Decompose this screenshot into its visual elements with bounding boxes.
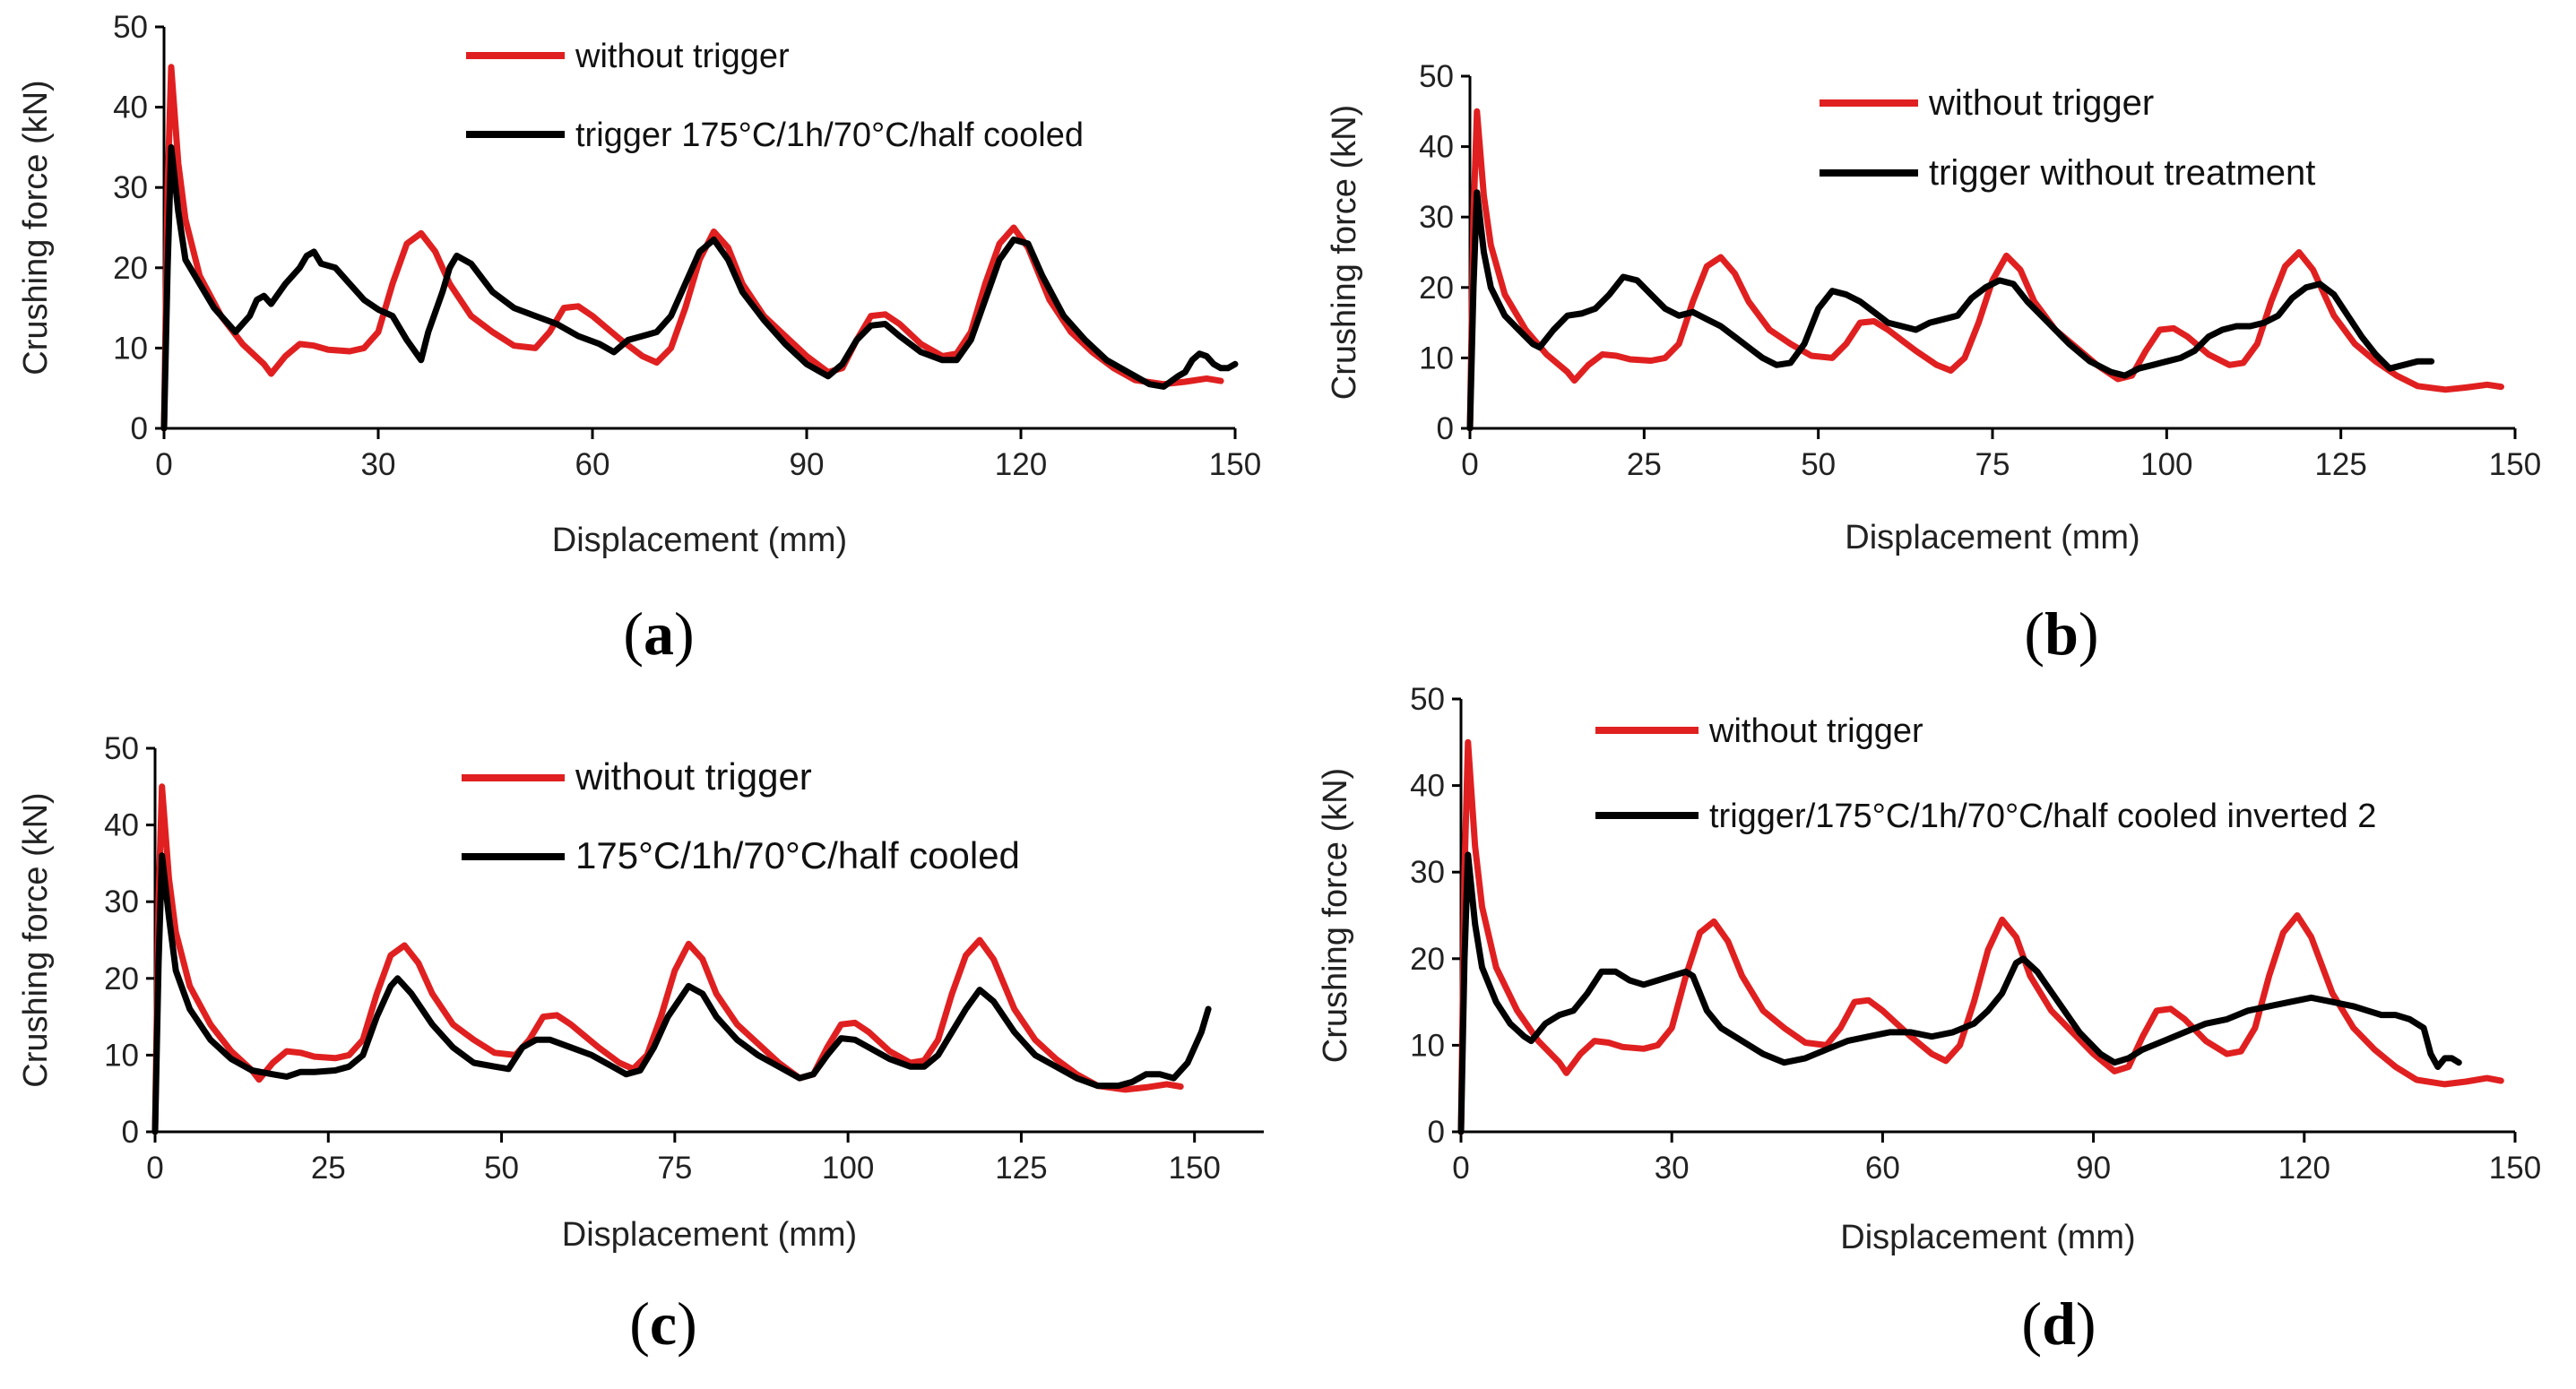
x-tick-label: 150 — [1168, 1151, 1220, 1186]
series-line-without-trigger — [151, 783, 1184, 1135]
x-tick-label: 150 — [2489, 447, 2541, 482]
y-tick-label: 50 — [104, 731, 139, 766]
chart-d: 0 10 20 30 40 50 0 30 60 90 120 150 Displacement (mm… — [1317, 682, 2541, 1358]
y-tick-label: 50 — [1410, 682, 1445, 717]
y-tick-label: 10 — [113, 331, 148, 366]
x-tick-label: 25 — [311, 1151, 346, 1186]
x-tick-label: 120 — [2278, 1151, 2330, 1186]
panel-caption-letter: c — [650, 1290, 677, 1358]
x-tick-label: 30 — [1655, 1151, 1690, 1186]
y-axis-title: Crushing force (kN) — [17, 792, 55, 1087]
panel-caption-letter: a — [644, 600, 674, 668]
panel-caption: (b) — [2024, 600, 2098, 668]
y-tick-label: 50 — [1419, 59, 1454, 94]
series-line-without-trigger — [1466, 108, 2504, 432]
legend-label: without trigger — [575, 38, 790, 75]
x-tick-label: 60 — [1865, 1151, 1900, 1186]
series-line-without-trigger — [1457, 738, 2504, 1135]
x-tick-label: 75 — [657, 1151, 692, 1186]
y-tick-label: 20 — [1419, 271, 1454, 306]
legend-label: without trigger — [575, 755, 812, 798]
x-tick-label: 150 — [2489, 1151, 2541, 1186]
x-tick-label: 30 — [361, 447, 396, 482]
x-tick-label: 90 — [790, 447, 825, 482]
series-line-trigger — [151, 852, 1212, 1135]
x-tick-label: 100 — [822, 1151, 874, 1186]
legend: without trigger trigger 175°C/1h/70°C/hal… — [466, 38, 1084, 154]
legend-label: without trigger — [1928, 83, 2154, 123]
panel-caption-letter: b — [2044, 600, 2079, 668]
x-tick-label: 50 — [1801, 447, 1836, 482]
x-axis-title: Displacement (mm) — [1840, 1219, 2135, 1256]
x-tick-label: 150 — [1209, 447, 1261, 482]
x-tick-label: 0 — [1452, 1151, 1469, 1186]
series-line-trigger — [160, 143, 1239, 432]
y-tick-label: 30 — [1410, 855, 1445, 890]
legend: without trigger trigger without treatment — [1820, 83, 2315, 193]
x-tick-label: 60 — [575, 447, 610, 482]
x-axis-title: Displacement (mm) — [552, 522, 847, 559]
legend-label: trigger 175°C/1h/70°C/half cooled — [575, 116, 1084, 154]
y-tick-label: 40 — [1419, 130, 1454, 165]
y-tick-label: 30 — [104, 884, 139, 919]
panel-caption: (a) — [623, 600, 694, 668]
y-tick-label: 30 — [1419, 200, 1454, 235]
x-tick-label: 25 — [1627, 447, 1662, 482]
y-tick-label: 10 — [1410, 1028, 1445, 1063]
y-tick-label: 20 — [1410, 942, 1445, 977]
chart-a: 0 10 20 30 40 50 0 30 60 90 120 150 Displacement (mm… — [17, 10, 1261, 668]
x-tick-label: 50 — [484, 1151, 519, 1186]
y-tick-label: 0 — [122, 1115, 139, 1150]
y-tick-label: 0 — [131, 411, 148, 446]
x-tick-label: 120 — [995, 447, 1047, 482]
y-tick-label: 0 — [1437, 411, 1454, 446]
y-tick-label: 20 — [104, 962, 139, 996]
y-tick-label: 10 — [104, 1038, 139, 1073]
y-tick-label: 40 — [1410, 769, 1445, 804]
series-line-without-trigger — [160, 64, 1224, 432]
legend-label: without trigger — [1708, 712, 1923, 750]
y-tick-label: 20 — [113, 251, 148, 286]
x-axis-title: Displacement (mm) — [1845, 519, 2139, 556]
y-axis-title: Crushing force (kN) — [1317, 768, 1354, 1063]
panel-caption: (d) — [2021, 1290, 2096, 1358]
x-tick-label: 125 — [995, 1151, 1047, 1186]
y-axis-title: Crushing force (kN) — [1326, 105, 1363, 400]
series-line-trigger — [1466, 189, 2435, 432]
x-tick-label: 75 — [1975, 447, 2010, 482]
y-tick-label: 30 — [113, 170, 148, 205]
x-axis-title: Displacement (mm) — [562, 1216, 857, 1254]
x-tick-label: 0 — [1461, 447, 1478, 482]
panel-caption-letter: d — [2042, 1290, 2076, 1358]
y-tick-label: 40 — [104, 808, 139, 843]
series-line-trigger — [1457, 851, 2462, 1135]
legend-label: trigger without treatment — [1929, 153, 2315, 193]
y-tick-label: 50 — [113, 10, 148, 45]
y-tick-label: 10 — [1419, 341, 1454, 375]
chart-c: 0 10 20 30 40 50 0 25 50 75 100 125 150 Displacement … — [17, 731, 1264, 1358]
y-axis-title: Crushing force (kN) — [17, 80, 55, 375]
y-tick-label: 40 — [113, 91, 148, 125]
x-tick-label: 125 — [2314, 447, 2366, 482]
x-tick-label: 0 — [146, 1151, 163, 1186]
y-tick-label: 0 — [1428, 1115, 1445, 1150]
legend: without trigger 175°C/1h/70°C/half cooled — [462, 755, 1020, 876]
panel-caption: (c) — [629, 1290, 697, 1358]
chart-b: 0 10 20 30 40 50 0 25 50 75 100 125 150 Displacement … — [1326, 59, 2541, 668]
x-tick-label: 100 — [2140, 447, 2192, 482]
legend: without trigger trigger/175°C/1h/70°C/hal… — [1595, 712, 2376, 835]
legend-label: 175°C/1h/70°C/half cooled — [575, 834, 1020, 876]
legend-label: trigger/175°C/1h/70°C/half cooled invert… — [1709, 798, 2376, 835]
x-tick-label: 0 — [155, 447, 172, 482]
x-tick-label: 90 — [2076, 1151, 2111, 1186]
